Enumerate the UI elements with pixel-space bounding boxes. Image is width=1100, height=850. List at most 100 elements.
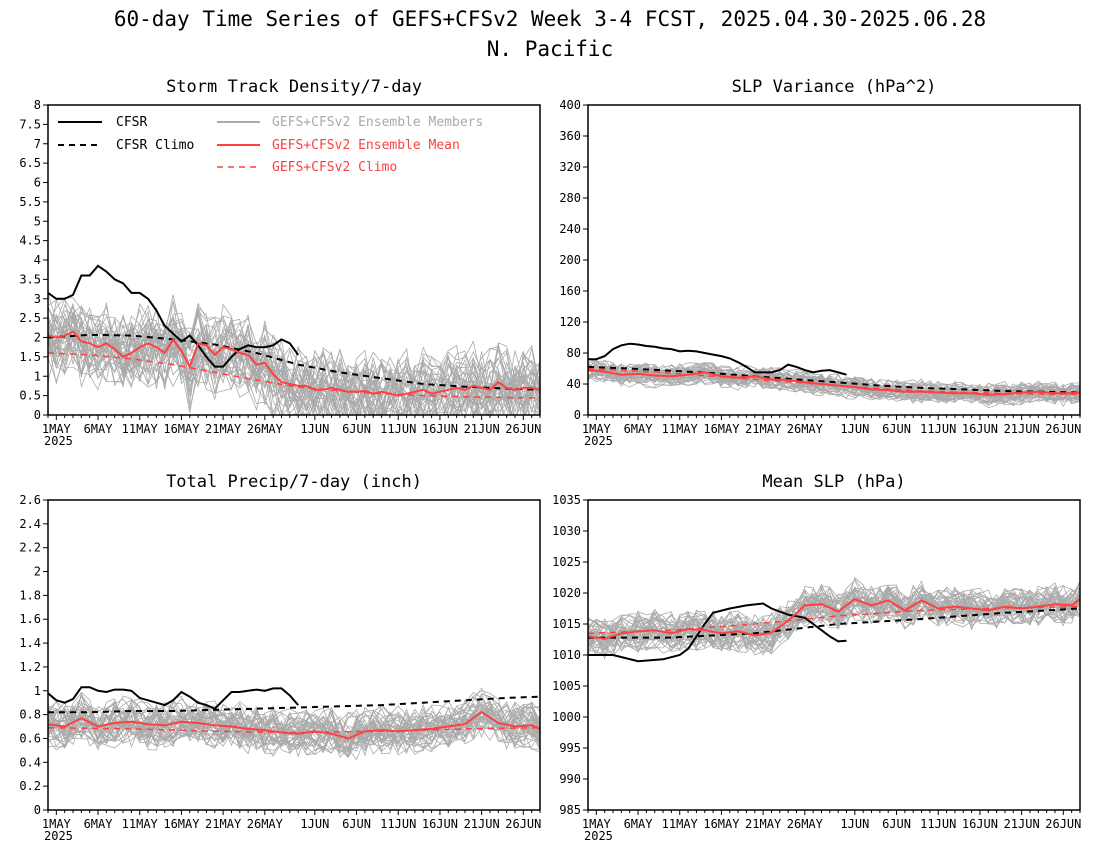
ensemble-member-line (48, 316, 540, 415)
plot-area (588, 576, 1080, 663)
y-tick-label: 985 (559, 803, 581, 817)
y-tick-label: 3 (34, 292, 41, 306)
x-tick-label: 1JUN (300, 817, 329, 831)
legend-label-cfsr: CFSR (116, 115, 147, 130)
x-tick-label: 16MAY (703, 422, 740, 436)
x-tick-label: 6JUN (882, 817, 911, 831)
ensemble-member-line (48, 329, 540, 415)
y-tick-label: 120 (559, 315, 581, 329)
ensemble-members (48, 293, 540, 415)
y-tick-label: 8 (34, 98, 41, 112)
x-tick-label: 21JUN (1004, 817, 1040, 831)
x-tick-label: 21MAY (745, 422, 782, 436)
y-tick-label: 1.2 (19, 660, 41, 674)
series-line-cfsr-climo (48, 333, 540, 391)
x-tick-label: 6JUN (882, 422, 911, 436)
y-tick-label: 7 (34, 137, 41, 151)
y-tick-label: 4.5 (19, 234, 41, 248)
series-line-ens-mean (48, 710, 540, 740)
panel-slp-variance: SLP Variance (hPa^2) 0 40 80 120 160 200 240 280… (559, 77, 1081, 448)
ensemble-member-line (48, 691, 540, 733)
ensemble-member-line (48, 304, 540, 407)
panel-title: Total Precip/7-day (inch) (166, 472, 422, 492)
ensemble-member-line (588, 597, 1080, 655)
y-tick-label: 1005 (552, 679, 581, 693)
y-tick-label: 0 (34, 408, 41, 422)
plot-area (48, 686, 540, 761)
x-tick-label: 26MAY (787, 422, 824, 436)
y-tick-label: 1030 (552, 524, 581, 538)
figure-subtitle: N. Pacific (487, 37, 613, 61)
y-tick-label: 1000 (552, 710, 581, 724)
panel-mean-slp: Mean SLP (hPa) 985 990 995 1000 1005 1010 1015 1… (552, 472, 1081, 843)
x-tick-label: 1MAY (582, 422, 612, 436)
y-tick-label: 990 (559, 772, 581, 786)
x-tick-label: 26JUN (505, 817, 541, 831)
ensemble-member-line (48, 311, 540, 415)
y-tick-label: 4 (34, 253, 41, 267)
x-tick-label: 26MAY (247, 422, 284, 436)
ensemble-member-line (588, 369, 1080, 406)
x-tick-label: 16JUN (962, 817, 998, 831)
y-tick-label: 1 (34, 684, 41, 698)
y-tick-label: 1.5 (19, 350, 41, 364)
x-tick-label: 6MAY (84, 422, 114, 436)
y-tick-label: 1025 (552, 555, 581, 569)
y-tick-label: 1.6 (19, 612, 41, 626)
x-tick-label: 11MAY (122, 422, 159, 436)
ensemble-member-line (588, 371, 1080, 402)
plot-frame (587, 499, 1081, 811)
x-tick-label: 16JUN (422, 817, 458, 831)
plot-area (48, 264, 540, 415)
x-tick-label: 1JUN (840, 817, 869, 831)
x-tick-label: 26MAY (247, 817, 284, 831)
x-tick-label: 26JUN (1045, 817, 1081, 831)
y-tick-label: 0.2 (19, 779, 41, 793)
y-tick-label: 1 (34, 369, 41, 383)
y-tick-label: 2.5 (19, 311, 41, 325)
x-tick-label: 1MAY (42, 422, 72, 436)
ensemble-member-line (48, 315, 540, 415)
x-tick-label: 6JUN (342, 422, 371, 436)
ensemble-member-line (48, 705, 540, 751)
y-tick-label: 1035 (552, 493, 581, 507)
series-line-cfsr (588, 602, 847, 663)
series-line-cfsr (588, 342, 847, 376)
plot-frame (47, 499, 541, 811)
ensemble-member-line (48, 690, 540, 738)
x-tick-label: 11MAY (662, 817, 699, 831)
y-tick-label: 5.5 (19, 195, 41, 209)
x-tick-label: 11JUN (380, 422, 416, 436)
y-tick-label: 0 (574, 408, 581, 422)
x-tick-label: 11JUN (920, 817, 956, 831)
x-tick-label: 26JUN (1045, 422, 1081, 436)
y-tick-label: 7.5 (19, 117, 41, 131)
y-tick-label: 200 (559, 253, 581, 267)
x-tick-label: 16JUN (962, 422, 998, 436)
y-tick-label: 2.4 (19, 517, 41, 531)
ensemble-member-line (48, 701, 540, 746)
y-tick-label: 280 (559, 191, 581, 205)
legend: CFSR CFSR Climo GEFS+CFSv2 Ensemble Memb… (58, 115, 483, 175)
x-year-label: 2025 (44, 829, 73, 843)
y-tick-label: 995 (559, 741, 581, 755)
x-tick-label: 16MAY (163, 422, 200, 436)
ensemble-member-line (588, 369, 1080, 406)
x-tick-label: 6MAY (624, 422, 654, 436)
series-line-ens-mean (48, 330, 540, 397)
x-tick-label: 21JUN (464, 422, 500, 436)
y-tick-label: 0.4 (19, 755, 41, 769)
y-tick-label: 6 (34, 176, 41, 190)
legend-label-members: GEFS+CFSv2 Ensemble Members (272, 115, 483, 130)
x-tick-label: 21JUN (1004, 422, 1040, 436)
y-tick-label: 0.5 (19, 389, 41, 403)
x-tick-label: 6JUN (342, 817, 371, 831)
ensemble-member-line (48, 708, 540, 754)
panel-total-precip: Total Precip/7-day (inch)00.20.40.60.811… (19, 472, 541, 843)
y-tick-label: 0 (34, 803, 41, 817)
x-tick-label: 16MAY (163, 817, 200, 831)
x-tick-label: 11MAY (122, 817, 159, 831)
y-tick-label: 5 (34, 214, 41, 228)
x-year-label: 2025 (44, 434, 73, 448)
